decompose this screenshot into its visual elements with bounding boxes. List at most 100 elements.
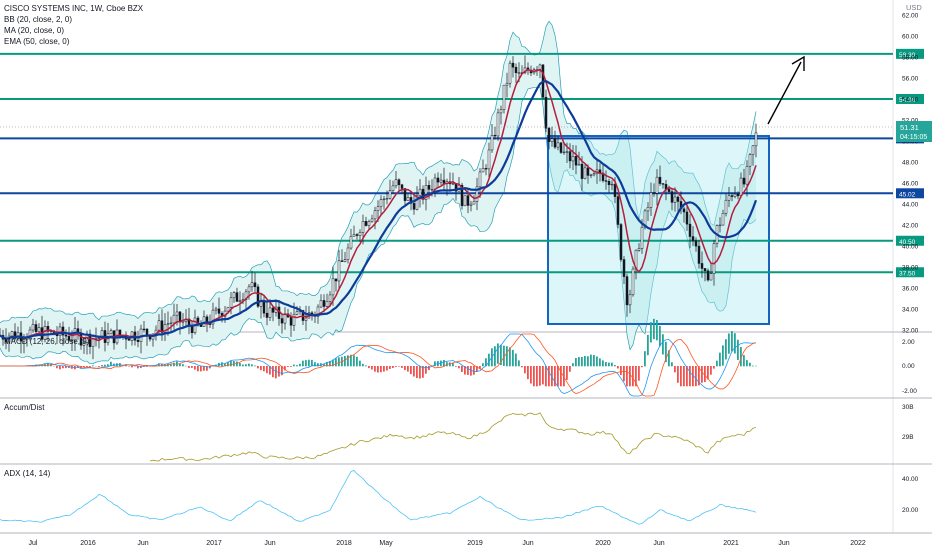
legend-ma[interactable]: MA (20, close, 0): [4, 25, 143, 36]
time-tick-label: Jun: [264, 540, 275, 547]
indicator-tick-label: 30B: [902, 404, 914, 411]
macd-histogram-bar: [593, 355, 595, 366]
candle-body: [659, 177, 661, 183]
macd-histogram-bar: [614, 365, 616, 366]
current-price-label: 51.31 04:15:05: [896, 121, 932, 142]
time-tick-label: 2016: [80, 540, 96, 547]
macd-histogram-bar: [473, 366, 475, 375]
macd-histogram-bar: [638, 366, 640, 381]
candle-body: [641, 227, 643, 248]
macd-histogram-bar: [368, 366, 370, 368]
macd-histogram-bar: [362, 364, 364, 366]
candle-body: [236, 293, 238, 302]
candle-body: [263, 301, 265, 314]
candle-body: [506, 83, 508, 85]
price-tick-label: 34.00: [902, 307, 919, 314]
price-tick-label: 58.00: [902, 55, 919, 62]
candle-body: [563, 152, 565, 153]
candle-body: [575, 156, 577, 165]
macd-histogram-bar: [509, 347, 511, 366]
price-tick-label: 46.00: [902, 181, 919, 188]
macd-histogram-bar: [683, 366, 685, 386]
macd-histogram-bar: [299, 364, 301, 367]
candle-body: [581, 164, 583, 178]
candle-body: [674, 197, 676, 202]
candle-body: [473, 201, 475, 204]
macd-histogram-bar: [365, 365, 367, 366]
time-tick-label: 2017: [206, 540, 222, 547]
candle-body: [656, 177, 658, 193]
macd-histogram-bar: [263, 366, 265, 371]
macd-histogram-bar: [416, 366, 418, 378]
accum-title[interactable]: Accum/Dist: [4, 403, 44, 412]
candle-body: [677, 197, 679, 201]
macd-histogram-bar: [404, 366, 406, 370]
price-tick-label: 42.00: [902, 223, 919, 230]
candle-body: [359, 232, 361, 235]
macd-histogram-bar: [173, 363, 175, 367]
macd-histogram-bar: [347, 355, 349, 366]
candle-body: [704, 268, 706, 270]
macd-histogram-bar: [242, 365, 244, 367]
candle-body: [548, 128, 550, 142]
candle-body: [335, 279, 337, 281]
macd-histogram-bar: [296, 365, 298, 366]
macd-histogram-bar: [353, 355, 355, 366]
candle-body: [671, 192, 673, 203]
macd-histogram-bar: [131, 366, 133, 367]
macd-histogram-bar: [506, 346, 508, 366]
candle-body: [383, 199, 385, 200]
macd-histogram-bar: [401, 366, 403, 368]
time-tick-label: 2019: [467, 540, 483, 547]
time-tick-label: May: [379, 540, 393, 547]
macd-histogram-bar: [494, 346, 496, 366]
macd-histogram-bar: [608, 363, 610, 367]
macd-histogram-bar: [293, 365, 295, 367]
candle-body: [638, 248, 640, 250]
adx-title[interactable]: ADX (14, 14): [4, 469, 50, 478]
macd-histogram-bar: [92, 365, 94, 366]
candle-body: [11, 332, 13, 336]
candle-body: [341, 261, 343, 262]
macd-histogram-bar: [527, 366, 529, 379]
macd-title[interactable]: MACD (12, 26, close, 9): [4, 337, 89, 346]
macd-histogram-bar: [482, 363, 484, 366]
macd-histogram-bar: [641, 366, 643, 367]
macd-histogram-bar: [257, 366, 259, 368]
legend-bb[interactable]: BB (20, close, 2, 0): [4, 14, 143, 25]
macd-histogram-bar: [287, 366, 289, 367]
candle-body: [293, 314, 295, 325]
symbol-title[interactable]: CISCO SYSTEMS INC, 1W, Cboe BZX: [4, 3, 143, 14]
candle-body: [419, 189, 421, 196]
macd-histogram-bar: [650, 322, 652, 342]
price-tick-label: 62.00: [902, 13, 919, 20]
macd-histogram-bar: [566, 366, 568, 380]
macd-histogram-bar: [530, 366, 532, 384]
candle-body: [110, 331, 112, 334]
candle-body: [290, 317, 292, 325]
macd-histogram-bar: [602, 360, 604, 366]
time-tick-label: 2020: [595, 540, 611, 547]
macd-histogram-bar: [575, 358, 577, 366]
macd-histogram-bar: [728, 333, 730, 353]
macd-histogram-bar: [335, 358, 337, 366]
candle-body: [632, 269, 634, 295]
legend-ema[interactable]: EMA (50, close, 0): [4, 36, 143, 47]
candle-body: [284, 314, 286, 323]
macd-histogram-bar: [545, 366, 547, 386]
macd-histogram-bar: [617, 366, 619, 368]
candle-body: [662, 184, 664, 185]
currency-label: USD: [906, 3, 922, 12]
candle-body: [395, 180, 397, 186]
macd-histogram-bar: [629, 366, 631, 386]
macd-histogram-bar: [713, 366, 715, 369]
candle-body: [437, 178, 439, 182]
macd-histogram-bar: [710, 366, 712, 375]
candle-body: [338, 261, 340, 281]
macd-histogram-bar: [578, 357, 580, 366]
macd-histogram-bar: [746, 360, 748, 366]
price-tick-label: 56.00: [902, 76, 919, 83]
candle-body: [482, 168, 484, 172]
